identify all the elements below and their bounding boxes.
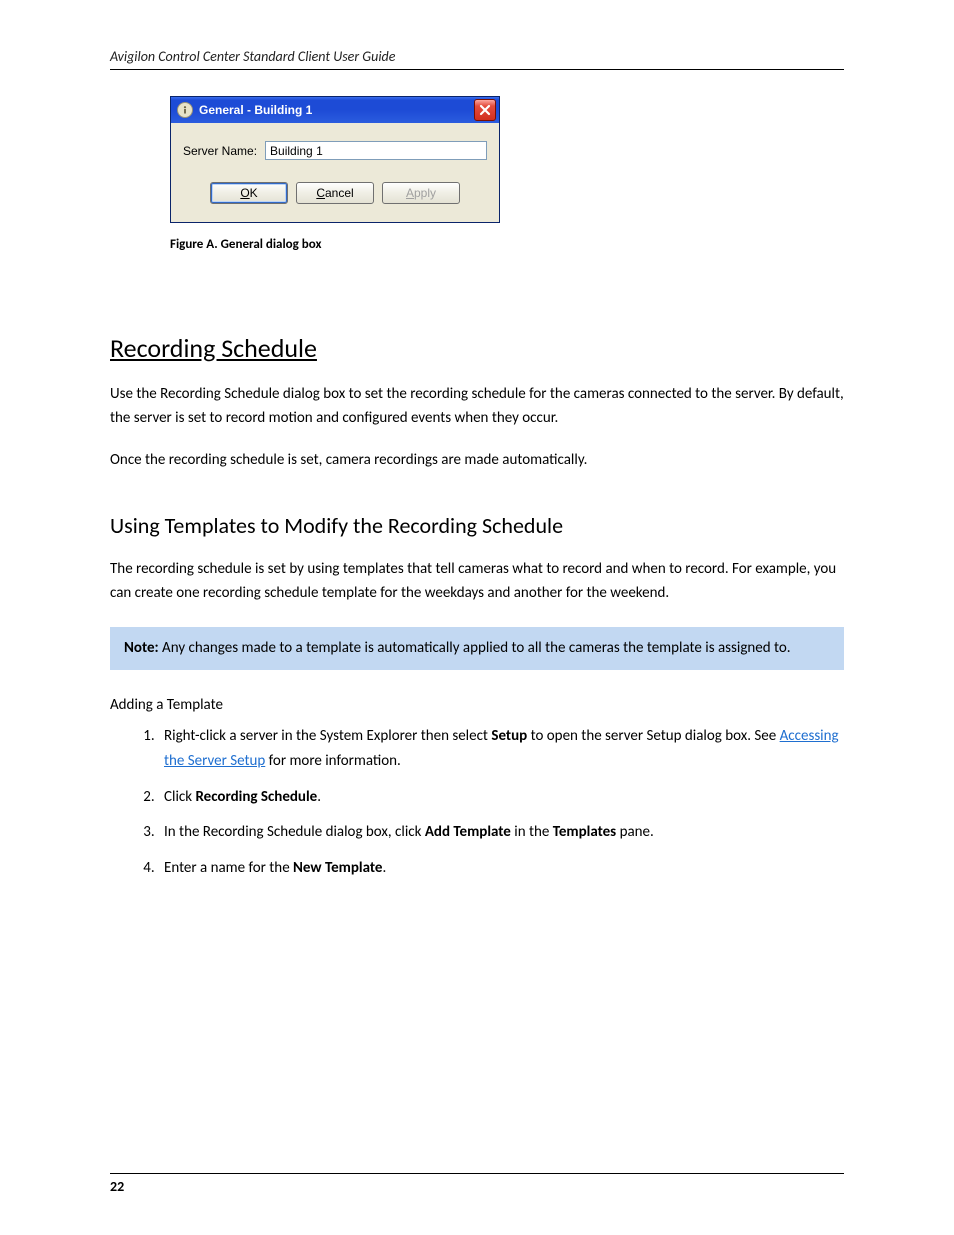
text-run: pane. xyxy=(616,823,654,841)
text-bold: Recording Schedule xyxy=(195,788,317,806)
text-run: Click xyxy=(164,788,195,806)
server-name-input[interactable] xyxy=(265,141,487,160)
text-bold: Templates xyxy=(553,823,616,841)
figure: General - Building 1 Server Name: OK Can… xyxy=(170,96,844,223)
list-item: In the Recording Schedule dialog box, cl… xyxy=(158,820,844,846)
paragraph: The recording schedule is set by using t… xyxy=(110,557,844,605)
heading-templates: Using Templates to Modify the Recording … xyxy=(110,512,844,539)
apply-accel: A xyxy=(406,186,414,200)
close-icon xyxy=(479,104,491,116)
text-run: for more information. xyxy=(265,752,401,770)
text-run: to open the server Setup dialog box. See xyxy=(527,727,779,745)
heading-recording-schedule: Recording Schedule xyxy=(110,332,844,364)
apply-button: Apply xyxy=(382,182,460,204)
text-run: In the Recording Schedule dialog box, cl… xyxy=(164,823,425,841)
ok-rest: K xyxy=(250,186,258,200)
figure-caption: Figure A. General dialog box xyxy=(170,237,844,252)
note-text: Any changes made to a template is automa… xyxy=(159,639,791,657)
list-item: Right-click a server in the System Explo… xyxy=(158,724,844,775)
text-run: . xyxy=(382,859,386,877)
dialog-title: General - Building 1 xyxy=(199,103,312,117)
titlebar: General - Building 1 xyxy=(171,97,499,123)
text-run: in the xyxy=(511,823,553,841)
cancel-accel: C xyxy=(316,186,325,200)
text-run: Enter a name for the xyxy=(164,859,293,877)
text-run: Right-click a server in the System Explo… xyxy=(164,727,491,745)
note-box: Note: Any changes made to a template is … xyxy=(110,627,844,670)
ok-button[interactable]: OK xyxy=(210,182,288,204)
close-button[interactable] xyxy=(474,99,496,121)
running-header: Avigilon Control Center Standard Client … xyxy=(110,48,844,70)
list-item: Enter a name for the New Template. xyxy=(158,856,844,882)
cancel-button[interactable]: Cancel xyxy=(296,182,374,204)
note-label: Note: xyxy=(124,639,159,657)
server-name-label: Server Name: xyxy=(183,144,257,158)
info-icon xyxy=(177,102,193,118)
paragraph: Once the recording schedule is set, came… xyxy=(110,448,844,472)
steps-list: Right-click a server in the System Explo… xyxy=(110,724,844,882)
list-item: Click Recording Schedule. xyxy=(158,785,844,811)
footer: 22 xyxy=(110,1173,844,1195)
page-number: 22 xyxy=(110,1178,124,1195)
text-bold: Setup xyxy=(491,727,527,745)
text-bold: Add Template xyxy=(425,823,511,841)
ok-accel: O xyxy=(240,186,249,200)
cancel-rest: ancel xyxy=(325,186,354,200)
dialog: General - Building 1 Server Name: OK Can… xyxy=(170,96,500,223)
text-run: . xyxy=(317,788,321,806)
paragraph: Use the Recording Schedule dialog box to… xyxy=(110,382,844,430)
apply-rest: pply xyxy=(414,186,436,200)
text-bold: New Template xyxy=(293,859,382,877)
steps-heading: Adding a Template xyxy=(110,696,844,714)
